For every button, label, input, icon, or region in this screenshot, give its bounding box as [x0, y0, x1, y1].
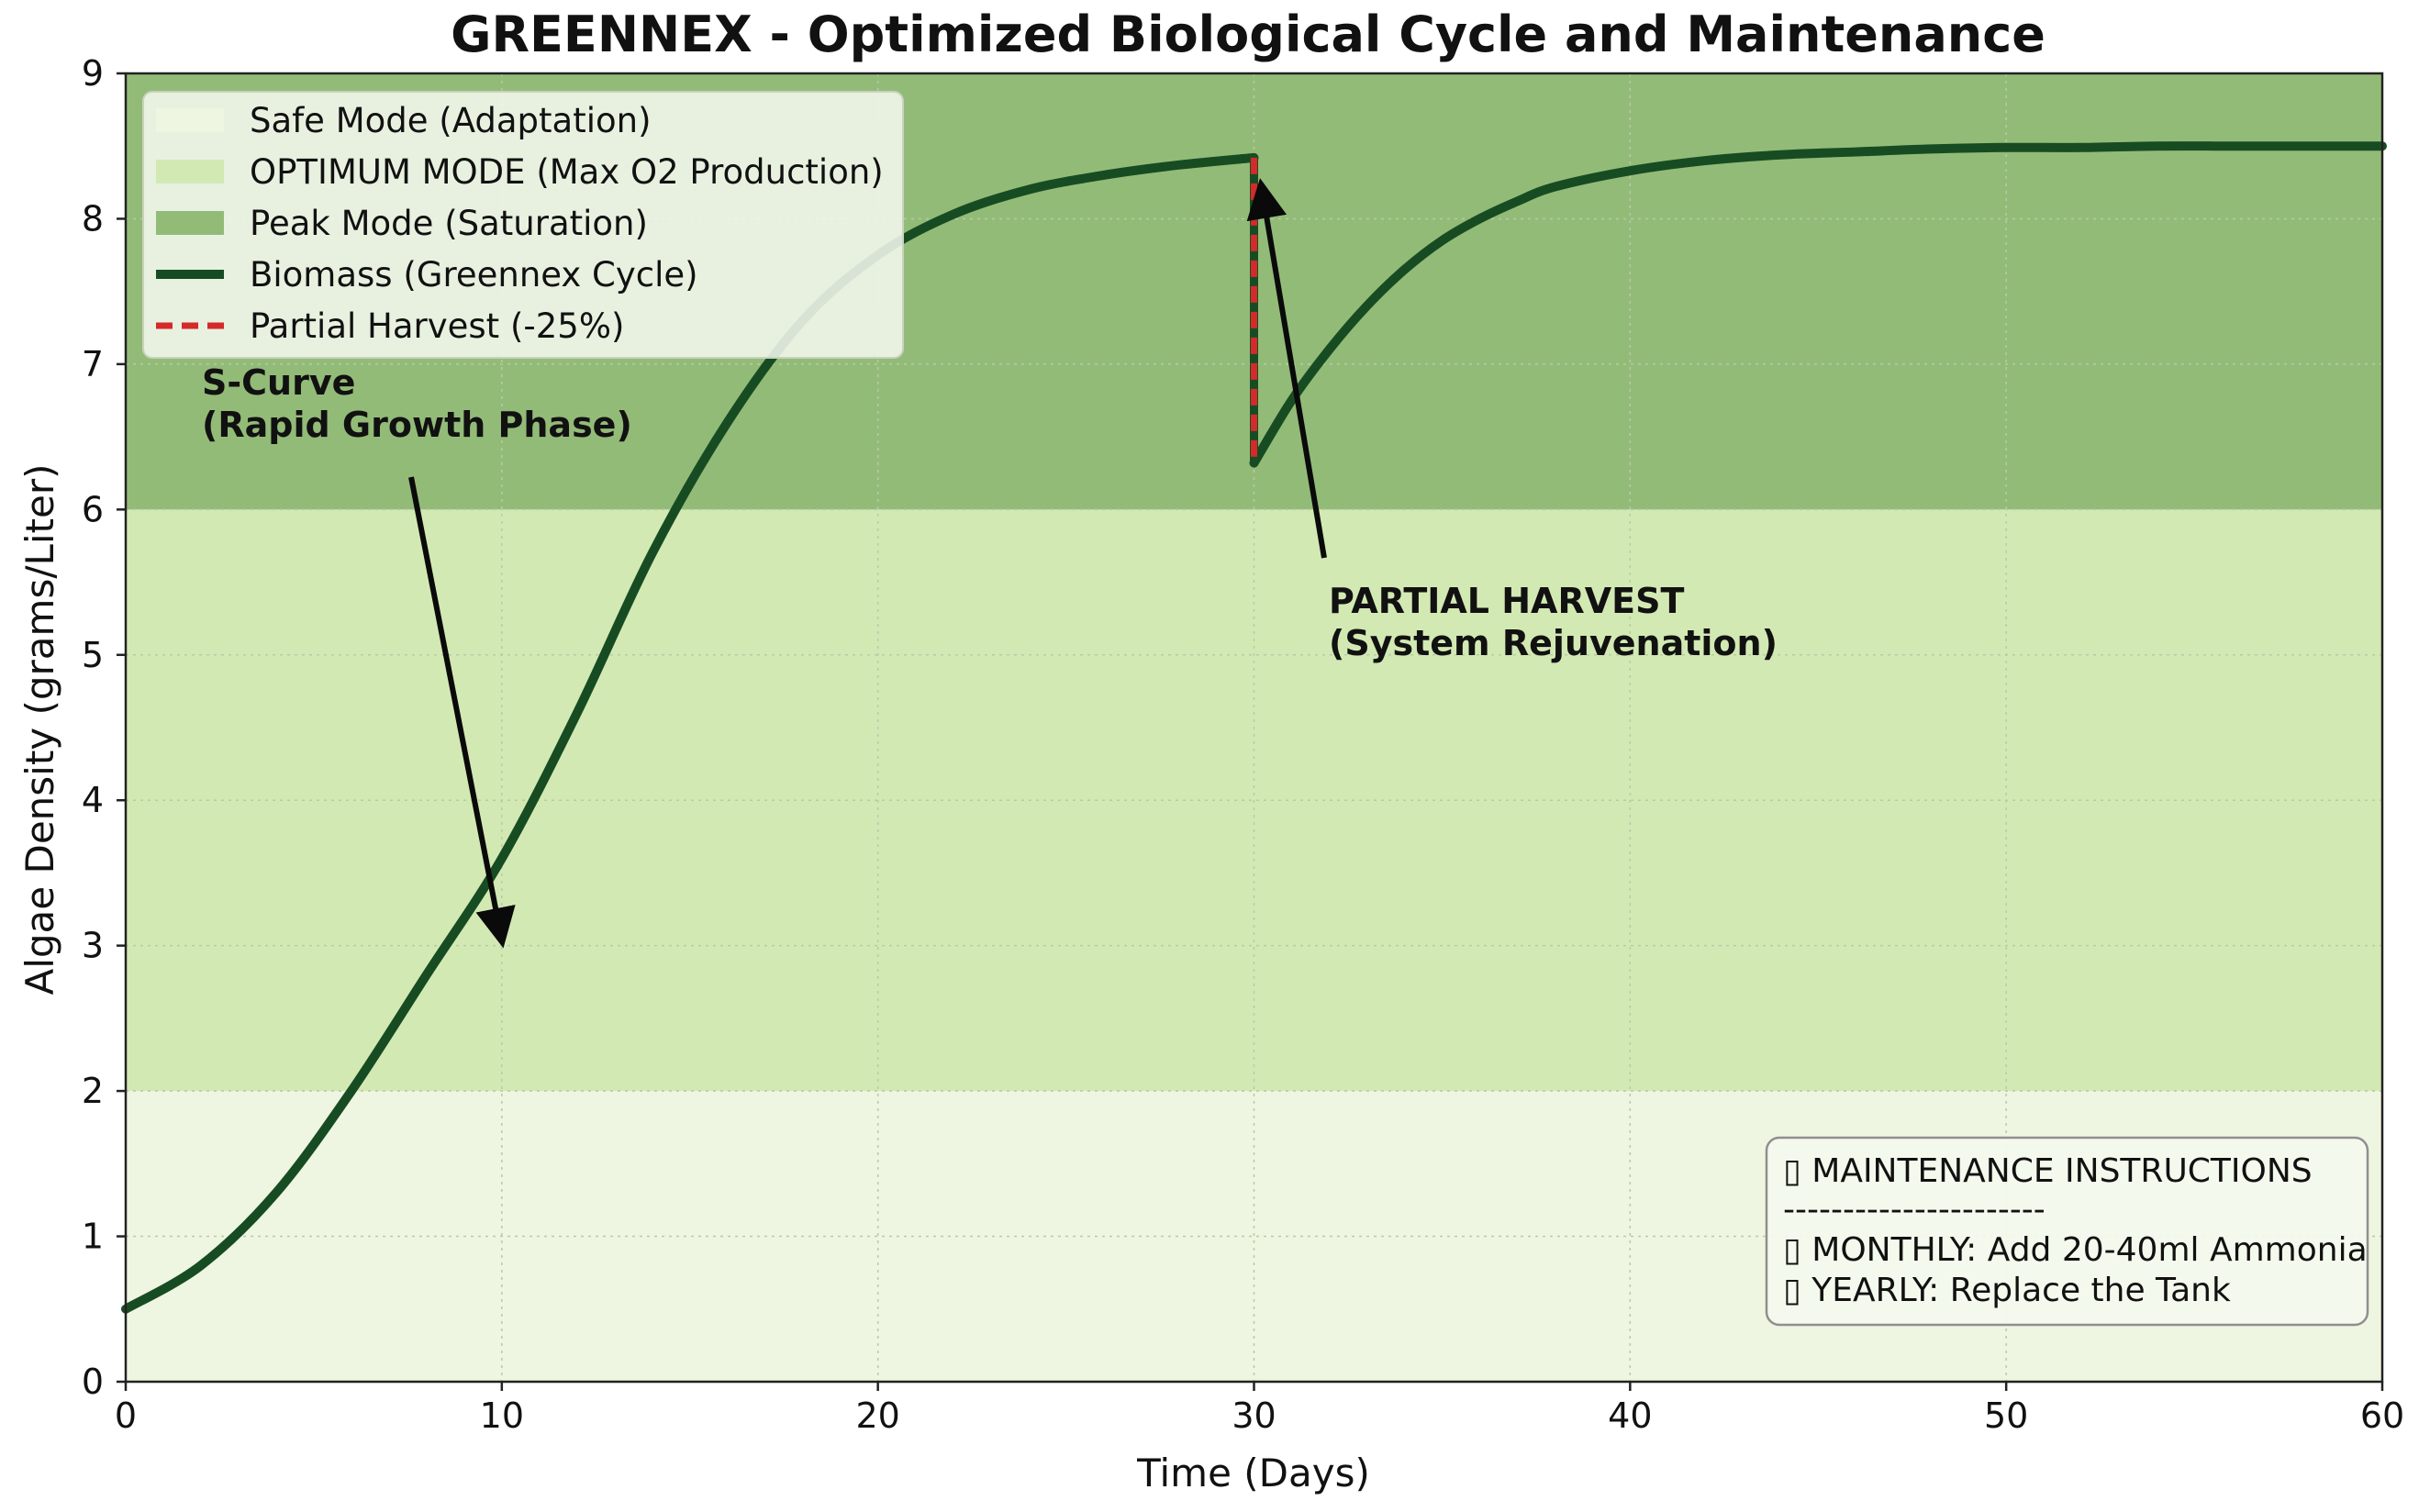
y-tick-label-9: 9: [82, 53, 104, 94]
annotation-s-curve-text: S-Curve: [202, 362, 355, 403]
x-tick-label-0: 0: [115, 1395, 137, 1436]
y-tick-label-3: 3: [82, 926, 104, 966]
annotation-layer: S-Curve(Rapid Growth Phase) PARTIAL HARVE…: [202, 178, 1778, 949]
note-line-1: ----------------------: [1783, 1191, 2045, 1228]
annotation-partial-harvest-text: (System Rejuvenation): [1329, 623, 1778, 663]
legend-label-biomass: Biomass (Greennex Cycle): [250, 255, 698, 295]
x-axis-label: Time (Days): [1136, 1451, 1370, 1495]
legend-label-band-0: Safe Mode (Adaptation): [250, 101, 652, 140]
x-tick-label-20: 20: [855, 1395, 899, 1436]
note-line-0: ▯ MAINTENANCE INSTRUCTIONS: [1783, 1152, 2313, 1190]
legend-swatch-band-0: [156, 108, 224, 132]
legend-label-band-2: Peak Mode (Saturation): [250, 204, 648, 243]
legend-label-band-1: OPTIMUM MODE (Max O2 Production): [250, 152, 884, 192]
note-line-2: ▯ MONTHLY: Add 20-40ml Ammonia: [1783, 1231, 2368, 1269]
x-tick-label-30: 30: [1232, 1395, 1276, 1436]
y-tick-label-2: 2: [82, 1071, 104, 1111]
legend-swatch-band-2: [156, 211, 224, 235]
annotation-partial-harvest-arrow: [1246, 178, 1327, 559]
y-tick-label-1: 1: [82, 1217, 104, 1257]
note-box-frame: [1765, 1136, 2369, 1327]
annotation-s-curve-arrow: [408, 476, 516, 949]
annotation-partial-harvest-text: PARTIAL HARVEST: [1329, 581, 1684, 621]
x-tick-label-50: 50: [1984, 1395, 2028, 1436]
y-tick-label-4: 4: [82, 780, 104, 820]
legend-swatch-band-1: [156, 160, 224, 183]
legend-label-partial-harvest: Partial Harvest (-25%): [250, 306, 624, 346]
y-tick-label-7: 7: [82, 344, 104, 384]
legend-frame: [142, 91, 904, 359]
y-tick-label-6: 6: [82, 489, 104, 529]
y-tick-label-0: 0: [82, 1362, 104, 1402]
x-tick-label-40: 40: [1608, 1395, 1652, 1436]
x-tick-label-60: 60: [2360, 1395, 2404, 1436]
chart-title: GREENNEX - Optimized Biological Cycle an…: [451, 6, 2045, 63]
note-line-3: ▯ YEARLY: Replace the Tank: [1783, 1272, 2231, 1309]
y-tick-label-5: 5: [82, 635, 104, 675]
y-axis-label: Algae Density (grams/Liter): [17, 463, 62, 995]
legend: Safe Mode (Adaptation) OPTIMUM MODE (Max …: [142, 91, 904, 359]
axes: 0 10 20 30 40 50 60 0 1 2 3 4 5 6 7 8 9: [82, 53, 2404, 1436]
annotation-s-curve-text: (Rapid Growth Phase): [202, 405, 632, 445]
x-tick-label-10: 10: [480, 1395, 524, 1436]
y-tick-label-8: 8: [82, 198, 104, 239]
series-line-biomass: [121, 141, 2387, 1314]
maintenance-instructions-box: ▯ MAINTENANCE INSTRUCTIONS--------------…: [1765, 1136, 2369, 1327]
